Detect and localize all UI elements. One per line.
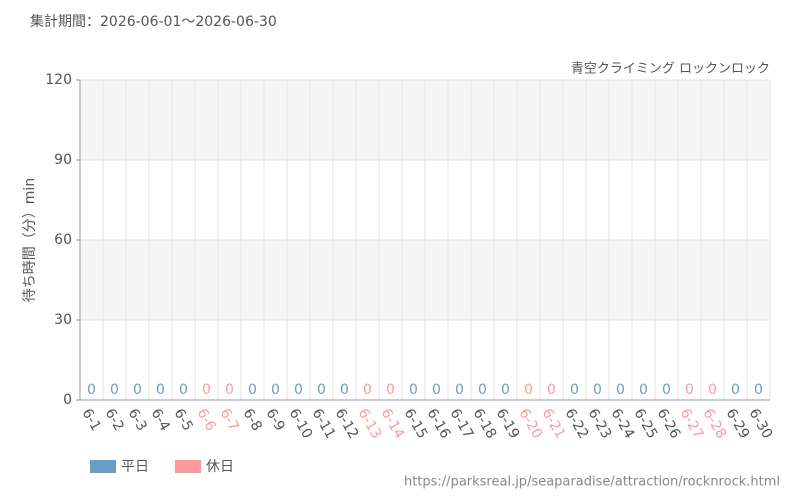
data-label: 0 <box>340 382 349 398</box>
data-label: 0 <box>524 382 533 398</box>
y-tick-label: 60 <box>54 232 72 248</box>
x-tick-label: 6-27 <box>677 406 707 442</box>
x-tick-label: 6-29 <box>723 406 753 442</box>
data-label: 0 <box>570 382 579 398</box>
data-label: 0 <box>156 382 165 398</box>
data-label: 0 <box>225 382 234 398</box>
y-tick-label: 120 <box>45 72 72 88</box>
data-label: 0 <box>202 382 211 398</box>
data-label: 0 <box>110 382 119 398</box>
legend-label: 休日 <box>206 459 234 475</box>
data-label: 0 <box>248 382 257 398</box>
data-label: 0 <box>432 382 441 398</box>
x-tick-label: 6-2 <box>102 406 127 434</box>
y-tick-label: 30 <box>54 312 72 328</box>
data-label: 0 <box>317 382 326 398</box>
data-label: 0 <box>639 382 648 398</box>
x-tick-label: 6-8 <box>240 406 265 434</box>
data-label: 0 <box>547 382 556 398</box>
x-tick-label: 6-11 <box>309 406 339 442</box>
data-label: 0 <box>87 382 96 398</box>
x-tick-label: 6-13 <box>355 406 385 442</box>
x-tick-label: 6-21 <box>539 406 569 442</box>
x-tick-label: 6-16 <box>424 406 454 442</box>
x-tick-label: 6-25 <box>631 406 661 442</box>
data-label: 0 <box>685 382 694 398</box>
data-label: 0 <box>708 382 717 398</box>
x-tick-label: 6-17 <box>447 406 477 442</box>
legend-label: 平日 <box>121 459 149 475</box>
data-label: 0 <box>478 382 487 398</box>
data-label: 0 <box>133 382 142 398</box>
x-tick-label: 6-26 <box>654 406 684 442</box>
data-label: 0 <box>294 382 303 398</box>
y-tick-label: 0 <box>63 392 72 408</box>
data-label: 0 <box>455 382 464 398</box>
data-label: 0 <box>731 382 740 398</box>
x-tick-label: 6-20 <box>516 406 546 442</box>
x-tick-label: 6-4 <box>148 406 173 434</box>
x-tick-label: 6-6 <box>194 406 219 434</box>
x-tick-label: 6-1 <box>79 406 104 434</box>
data-label: 0 <box>386 382 395 398</box>
data-label: 0 <box>271 382 280 398</box>
x-tick-label: 6-3 <box>125 406 150 434</box>
data-label: 0 <box>363 382 372 398</box>
chart-subtitle: 青空クライミング ロックンロック <box>571 62 770 77</box>
footer-url: https://parksreal.jp/seaparadise/attract… <box>404 475 780 490</box>
chart-title: 集計期間：2026-06-01～2026-06-30 <box>30 13 277 30</box>
x-tick-label: 6-9 <box>263 406 288 434</box>
data-label: 0 <box>593 382 602 398</box>
x-tick-label: 6-18 <box>470 406 500 442</box>
y-tick-label: 90 <box>54 152 72 168</box>
data-label: 0 <box>501 382 510 398</box>
x-tick-label: 6-28 <box>700 406 730 442</box>
data-label: 0 <box>754 382 763 398</box>
x-tick-label: 6-23 <box>585 406 615 442</box>
x-tick-label: 6-22 <box>562 406 592 442</box>
x-tick-label: 6-14 <box>378 406 408 442</box>
data-label: 0 <box>179 382 188 398</box>
x-tick-label: 6-30 <box>746 406 776 442</box>
legend-swatch <box>175 460 201 473</box>
x-tick-label: 6-12 <box>332 406 362 442</box>
data-label: 0 <box>662 382 671 398</box>
data-label: 0 <box>409 382 418 398</box>
x-tick-label: 6-10 <box>286 406 316 442</box>
x-tick-label: 6-7 <box>217 406 242 434</box>
data-label: 0 <box>616 382 625 398</box>
y-axis-label: 待ち時間（分）min <box>22 178 38 302</box>
x-tick-label: 6-15 <box>401 406 431 442</box>
x-tick-label: 6-19 <box>493 406 523 442</box>
x-tick-label: 6-5 <box>171 406 196 434</box>
x-tick-label: 6-24 <box>608 406 638 442</box>
legend-swatch <box>90 460 116 473</box>
